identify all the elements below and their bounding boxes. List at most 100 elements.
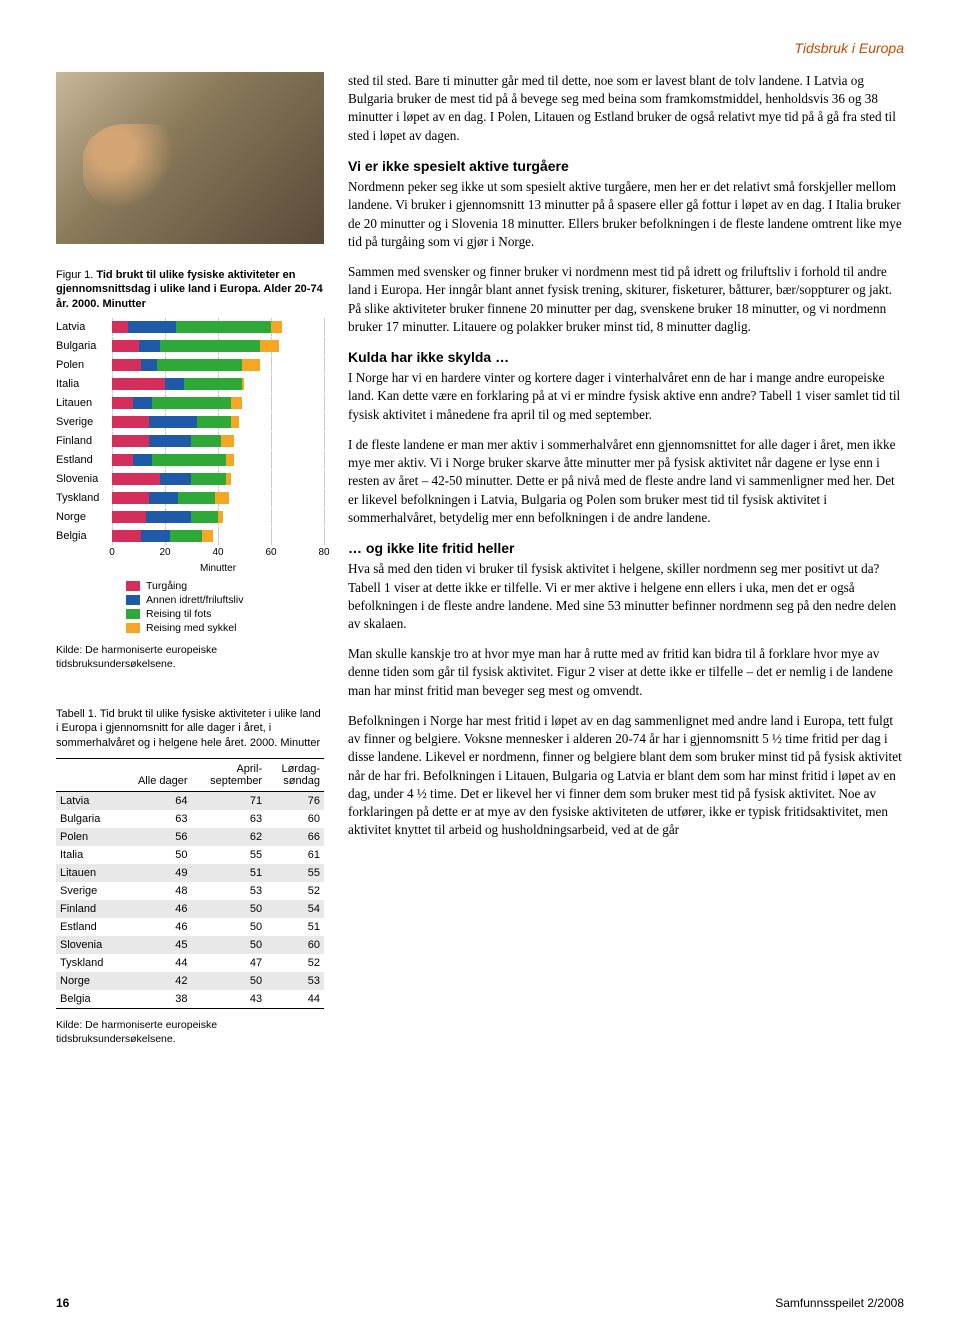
table-cell: Polen — [56, 828, 120, 846]
chart-segment — [112, 397, 133, 409]
publication-name: Samfunnsspeilet 2/2008 — [775, 1296, 904, 1310]
table-cell: 53 — [192, 882, 267, 900]
table-cell: 50 — [192, 918, 267, 936]
legend-item: Reising til fots — [126, 608, 324, 620]
table-cell: Latvia — [56, 792, 120, 811]
page-footer: 16 Samfunnsspeilet 2/2008 — [56, 1296, 904, 1310]
chart-row: Estland — [56, 452, 324, 469]
chart-row-label: Sverige — [56, 416, 112, 428]
table-cell: 42 — [120, 972, 192, 990]
chart-segment — [242, 378, 245, 390]
legend-label: Turgåing — [146, 580, 187, 592]
chart-segment — [112, 359, 141, 371]
chart-segment — [112, 511, 146, 523]
chart-row-label: Belgia — [56, 530, 112, 542]
chart-row: Litauen — [56, 395, 324, 412]
left-column: Figur 1. Tid brukt til ulike fysiske akt… — [56, 72, 324, 1046]
chart-row-label: Slovenia — [56, 473, 112, 485]
chart-row-label: Estland — [56, 454, 112, 466]
table-cell: 66 — [266, 828, 324, 846]
chart-row-label: Italia — [56, 378, 112, 390]
chart-segment — [215, 492, 228, 504]
chart-segment — [141, 530, 170, 542]
chart-row-label: Litauen — [56, 397, 112, 409]
table-cell: Estland — [56, 918, 120, 936]
chart-row: Finland — [56, 433, 324, 450]
table-row: Finland465054 — [56, 900, 324, 918]
table-cell: 55 — [266, 864, 324, 882]
para-3: Sammen med svensker og finner bruker vi … — [348, 263, 904, 336]
table-cell: 62 — [192, 828, 267, 846]
chart-x-axis: 020406080 — [112, 547, 324, 561]
chart-segment — [133, 454, 152, 466]
chart-segment — [152, 454, 226, 466]
table-cell: 60 — [266, 810, 324, 828]
table1-source: Kilde: De harmoniserte europeiske tidsbr… — [56, 1019, 324, 1046]
chart-segment — [221, 435, 234, 447]
table-cell: 53 — [266, 972, 324, 990]
chart-row-label: Latvia — [56, 321, 112, 333]
chart-row: Bulgaria — [56, 338, 324, 355]
chart-row: Tyskland — [56, 490, 324, 507]
table-cell: 56 — [120, 828, 192, 846]
figure1-source: Kilde: De harmoniserte europeiske tidsbr… — [56, 644, 324, 671]
chart-segment — [112, 378, 165, 390]
chart-segment — [184, 378, 242, 390]
table-cell: Litauen — [56, 864, 120, 882]
table-cell: Tyskland — [56, 954, 120, 972]
chart-segment — [260, 340, 279, 352]
table-header-cell: Alle dager — [120, 759, 192, 792]
table-row: Italia505561 — [56, 846, 324, 864]
table-row: Tyskland444752 — [56, 954, 324, 972]
para-7: Man skulle kanskje tro at hvor mye man h… — [348, 645, 904, 700]
legend-item: Annen idrett/friluftsliv — [126, 594, 324, 606]
hero-photo — [56, 72, 324, 244]
heading-1: Vi er ikke spesielt aktive turgåere — [348, 157, 904, 176]
axis-tick: 20 — [159, 547, 170, 558]
chart-segment — [149, 492, 178, 504]
heading-3: … og ikke lite fritid heller — [348, 539, 904, 558]
chart-segment — [149, 416, 197, 428]
table-cell: Belgia — [56, 990, 120, 1009]
chart-segment — [165, 378, 184, 390]
axis-tick: 0 — [109, 547, 115, 558]
chart-segment — [152, 397, 232, 409]
table-header-cell: April-september — [192, 759, 267, 792]
chart-segment — [231, 397, 242, 409]
table-header-cell — [56, 759, 120, 792]
table-cell: 61 — [266, 846, 324, 864]
chart-segment — [112, 492, 149, 504]
heading-2: Kulda har ikke skylda … — [348, 348, 904, 367]
chart-row: Norge — [56, 509, 324, 526]
table-cell: 54 — [266, 900, 324, 918]
table-cell: 50 — [192, 972, 267, 990]
table-cell: 51 — [192, 864, 267, 882]
table-cell: 44 — [120, 954, 192, 972]
chart-legend: Turgåing Annen idrett/friluftsliv Reising … — [126, 580, 324, 634]
chart-segment — [112, 473, 160, 485]
figure1-chart: Latvia Bulgaria Polen Italia Litauen Sverige F… — [56, 319, 324, 634]
table-cell: Bulgaria — [56, 810, 120, 828]
legend-swatch — [126, 623, 140, 633]
chart-segment — [202, 530, 213, 542]
chart-row-label: Bulgaria — [56, 340, 112, 352]
chart-row-label: Finland — [56, 435, 112, 447]
table-cell: 50 — [192, 900, 267, 918]
table-cell: 38 — [120, 990, 192, 1009]
chart-segment — [133, 397, 152, 409]
table1-caption: Tabell 1. Tid brukt til ulike fysiske ak… — [56, 707, 324, 750]
chart-row: Belgia — [56, 528, 324, 545]
chart-segment — [128, 321, 176, 333]
table-cell: 46 — [120, 900, 192, 918]
chart-segment — [191, 435, 220, 447]
legend-swatch — [126, 595, 140, 605]
table-row: Bulgaria636360 — [56, 810, 324, 828]
chart-segment — [112, 416, 149, 428]
table-cell: Sverige — [56, 882, 120, 900]
figure1-caption: Figur 1. Tid brukt til ulike fysiske akt… — [56, 268, 324, 311]
chart-segment — [149, 435, 191, 447]
chart-row: Polen — [56, 357, 324, 374]
legend-label: Annen idrett/friluftsliv — [146, 594, 243, 606]
table-row: Estland465051 — [56, 918, 324, 936]
page-number: 16 — [56, 1296, 69, 1310]
